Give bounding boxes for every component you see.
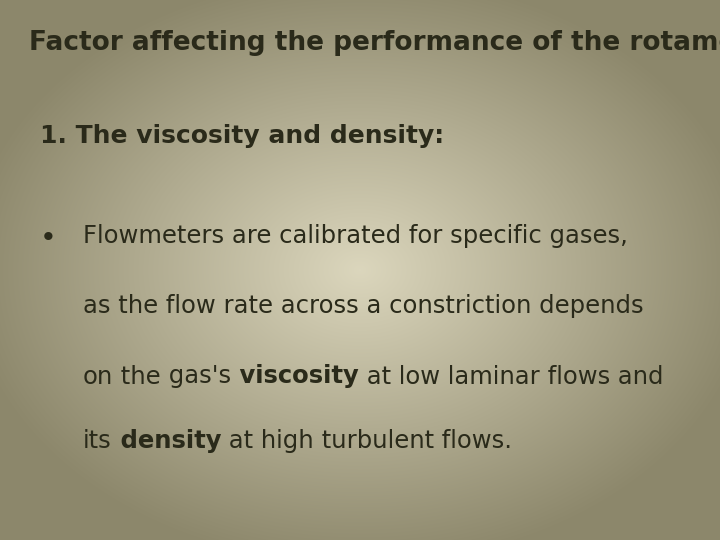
Text: high: high [253,429,314,453]
Text: at: at [359,364,391,388]
Text: Flowmeters are calibrated for specific gases,: Flowmeters are calibrated for specific g… [83,224,628,248]
Text: •: • [40,224,56,252]
Text: viscosity: viscosity [231,364,359,388]
Text: the: the [113,364,161,388]
Text: and: and [610,364,663,388]
Text: flows: flows [539,364,610,388]
Text: density: density [112,429,221,453]
Text: at: at [221,429,253,453]
Text: laminar: laminar [440,364,539,388]
Text: turbulent: turbulent [314,429,434,453]
Text: as the flow rate across a constriction depends: as the flow rate across a constriction d… [83,294,644,318]
Text: gas's: gas's [161,364,231,388]
Text: on: on [83,364,113,388]
Text: low: low [391,364,440,388]
Text: its: its [83,429,112,453]
Text: flows.: flows. [434,429,512,453]
Text: Factor affecting the performance of the rotameter: Factor affecting the performance of the … [29,30,720,56]
Text: 1. The viscosity and density:: 1. The viscosity and density: [40,124,444,148]
